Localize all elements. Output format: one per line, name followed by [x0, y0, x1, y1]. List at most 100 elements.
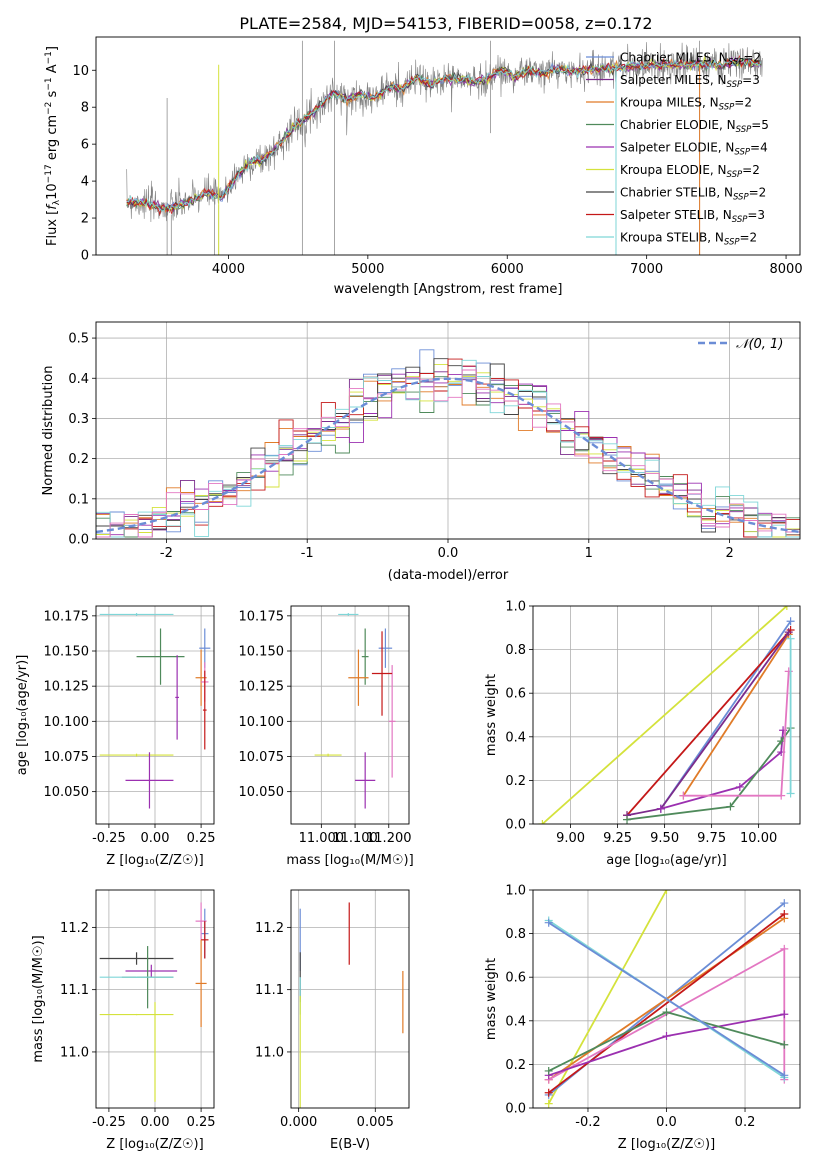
y-tick-label: 10.175 — [44, 609, 90, 624]
x-axis-label: E(B-V) — [330, 1137, 370, 1152]
plot-area — [126, 40, 763, 255]
panel-mass-vs-EBV: 0.000 0.005 11.0 11.1 11.2 E(B-V) — [255, 889, 410, 1152]
x-tick-label: 1 — [585, 546, 593, 561]
y-tick-label: 10.100 — [44, 715, 90, 730]
error-bar-point — [202, 670, 207, 750]
error-bar-point — [125, 752, 174, 809]
mass-weight-marker — [780, 1071, 789, 1080]
mass-weight-marker — [780, 944, 789, 953]
axes-frame — [290, 605, 410, 825]
plot-area — [99, 902, 209, 1102]
mass-weight-line — [547, 890, 668, 1105]
error-bar-point — [199, 628, 211, 668]
mass-weight-marker — [662, 1032, 671, 1041]
y-tick-label: 10.125 — [239, 680, 285, 695]
x-tick-label: 5000 — [351, 262, 384, 277]
plot-area — [299, 902, 404, 1108]
mass-weight-marker — [662, 890, 671, 894]
y-tick-label: 0.2 — [68, 452, 89, 467]
y-tick-label: 10.100 — [239, 715, 285, 730]
y-tick-label: 10.075 — [44, 750, 90, 765]
mass-weight-marker — [784, 667, 793, 676]
axes-frame — [95, 321, 801, 540]
y-tick-label: 0.8 — [505, 643, 526, 658]
x-tick-label: 9.50 — [650, 831, 679, 846]
error-bar-point — [99, 1013, 174, 1016]
plot-area — [96, 349, 800, 539]
y-tick-label: 0.4 — [68, 372, 89, 387]
mass-weight-line — [626, 727, 792, 821]
y-tick-label: 0.5 — [68, 332, 89, 347]
x-tick-label: 0.000 — [280, 1115, 317, 1130]
plot-area — [314, 613, 396, 809]
x-tick-label: 0.005 — [357, 1115, 394, 1130]
x-tick-label: 9.75 — [697, 831, 726, 846]
plot-area — [538, 606, 795, 824]
panel-age-vs-Z: -0.25 0.00 0.25 10.050 10.075 10.100 10.125 10.… — [15, 605, 216, 868]
error-bar-point — [378, 628, 393, 668]
error-bar-point — [371, 631, 393, 716]
error-bar-point — [338, 613, 359, 616]
legend-label: Salpeter MILES, NSSP=3 — [620, 73, 760, 90]
x-tick-label: 6000 — [491, 262, 524, 277]
y-axis-label: age [log₁₀(age/yr)] — [15, 655, 30, 776]
error-bar-point — [99, 952, 174, 965]
y-tick-label: 8 — [81, 101, 89, 116]
x-tick-label: -0.25 — [92, 1115, 126, 1130]
y-tick-label: 10 — [72, 64, 89, 79]
error-bar-point — [175, 655, 179, 740]
legend-label: Kroupa MILES, NSSP=2 — [620, 96, 752, 113]
mass-weight-marker — [777, 791, 786, 800]
x-tick-label: 0.0 — [438, 546, 459, 561]
legend-label: Chabrier ELODIE, NSSP=5 — [620, 118, 769, 135]
error-bar-point — [388, 665, 396, 778]
y-tick-label: 10.150 — [44, 645, 90, 660]
y-tick-label: 10.125 — [44, 680, 90, 695]
mass-weight-marker — [786, 634, 795, 643]
x-tick-label: 11.000 — [299, 831, 345, 846]
mass-weight-marker — [780, 909, 789, 918]
plot-area — [99, 613, 211, 809]
spectrum-model-line — [126, 57, 762, 212]
x-tick-label: 0.25 — [187, 1115, 216, 1130]
y-tick-label: 0.4 — [505, 730, 526, 745]
mass-weight-marker — [679, 791, 688, 800]
y-axis-label: mass weight — [484, 674, 499, 756]
x-tick-label: 10.00 — [740, 831, 777, 846]
y-tick-label: 10.050 — [44, 785, 90, 800]
x-tick-label: 0.00 — [141, 831, 170, 846]
error-bar-point — [355, 752, 376, 809]
plot-area — [544, 890, 789, 1108]
y-tick-label: 10.175 — [239, 609, 285, 624]
x-axis-label: (data-model)/error — [388, 568, 509, 583]
mass-weight-line — [548, 921, 785, 1077]
figure-title: PLATE=2584, MJD=54153, FIBERID=0058, z=0… — [239, 14, 652, 33]
x-tick-label: 7000 — [630, 262, 663, 277]
y-tick-label: 0 — [81, 249, 89, 264]
y-tick-label: 11.1 — [60, 983, 89, 998]
mass-weight-marker — [544, 1099, 553, 1108]
x-tick-label: 9.25 — [603, 831, 632, 846]
y-tick-label: 0.3 — [68, 412, 89, 427]
axes-frame — [532, 889, 801, 1109]
x-tick-label: 0.00 — [141, 1115, 170, 1130]
error-bar-point — [201, 921, 209, 959]
mass-weight-marker — [780, 1010, 789, 1019]
panel-mass-vs-Z: -0.25 0.00 0.25 11.0 11.1 11.2 Z [log₁₀(Z/Z☉)]… — [31, 889, 216, 1152]
x-tick-label: -1 — [301, 546, 314, 561]
x-tick-label: -0.2 — [575, 1115, 600, 1130]
y-tick-label: 4 — [81, 175, 89, 190]
panel-spectrum: 4000 5000 6000 7000 8000 0 2 4 6 8 10 wavelength [A… — [44, 36, 803, 297]
y-tick-label: 10.050 — [239, 785, 285, 800]
x-axis-label: Z [log₁₀(Z/Z☉)] — [106, 853, 203, 868]
y-tick-label: 10.150 — [239, 645, 285, 660]
axes-frame — [95, 605, 215, 825]
legend-label: 𝒩(0, 1) — [736, 337, 783, 352]
mass-weight-marker — [782, 606, 791, 610]
axes-frame — [95, 889, 215, 1109]
error-bar-point — [99, 613, 174, 616]
error-bar-point — [361, 628, 369, 685]
mass-weight-marker — [780, 1040, 789, 1049]
